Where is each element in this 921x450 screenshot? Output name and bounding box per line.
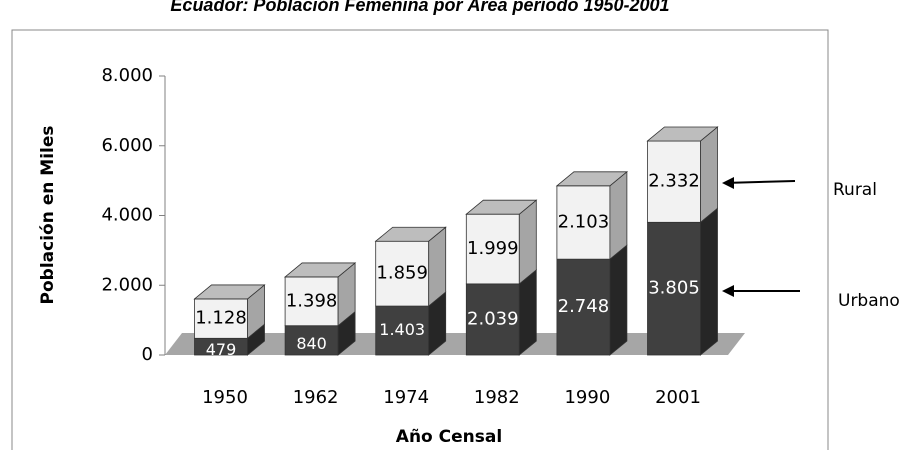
arrow-head [722,177,734,189]
bar-top [555,171,629,187]
legend-label: Rural [833,180,877,200]
y-tick-label: 2.000 [101,274,153,295]
bar-segment [646,126,719,224]
bar-segment [374,226,447,307]
bar-segment [375,291,447,356]
bar-front [375,240,430,307]
annotation-arrow [723,180,796,184]
y-tick-label: 6.000 [101,135,153,156]
data-label: 1.999 [467,238,519,259]
data-label: 1.403 [379,320,425,339]
bar-top [465,199,538,215]
bar-top [646,126,719,142]
y-axis-title: Población en Miles [38,126,58,305]
data-label: 3.805 [648,278,700,299]
chart-title: Ecuador: Población Femenina por Área per… [170,0,669,15]
data-label: 1.859 [376,263,428,284]
x-tick-label: 1974 [383,387,429,408]
bar-segment [193,284,266,340]
bar-segment [465,199,538,285]
bar-side [700,126,718,224]
bar-segment [283,262,357,327]
chart-frame [11,29,829,450]
bar-side [518,269,537,356]
bar-segment [556,244,628,356]
data-label: 2.039 [467,308,519,329]
bar-top [374,226,447,242]
data-label: 479 [206,340,237,359]
bar-segment [284,310,356,356]
bar-segment [555,170,629,261]
y-tick-label: 4.000 [101,205,153,226]
bar-front [284,325,339,356]
data-label: 1.128 [195,308,247,329]
x-tick-label: 1950 [202,387,248,408]
data-label: 2.748 [558,296,610,317]
y-tick-label: 0 [142,344,153,365]
bar-segment [647,207,718,356]
x-tick-label: 1982 [474,387,520,408]
x-tick-label: 2001 [655,387,701,408]
x-axis-title: Año Censal [396,427,502,447]
data-label: 2.103 [558,211,610,232]
data-label: 1.398 [286,290,338,311]
x-tick-label: 1962 [293,387,339,408]
data-label: 840 [296,334,327,353]
legend-label: Urbano [838,291,900,311]
bar-front [556,258,611,356]
bar-side [700,207,718,356]
arrow-head [722,285,734,297]
bar-top [193,284,266,300]
bar-front [556,185,611,260]
bar-top [283,262,357,278]
data-label: 2.332 [648,171,700,192]
bar-front [465,283,520,356]
bar-front [647,140,701,223]
bar-side [518,199,537,285]
y-tick-label: 8.000 [101,65,153,86]
x-tick-label: 1990 [564,387,610,408]
bar-side [609,170,628,261]
bar-side [609,244,628,356]
